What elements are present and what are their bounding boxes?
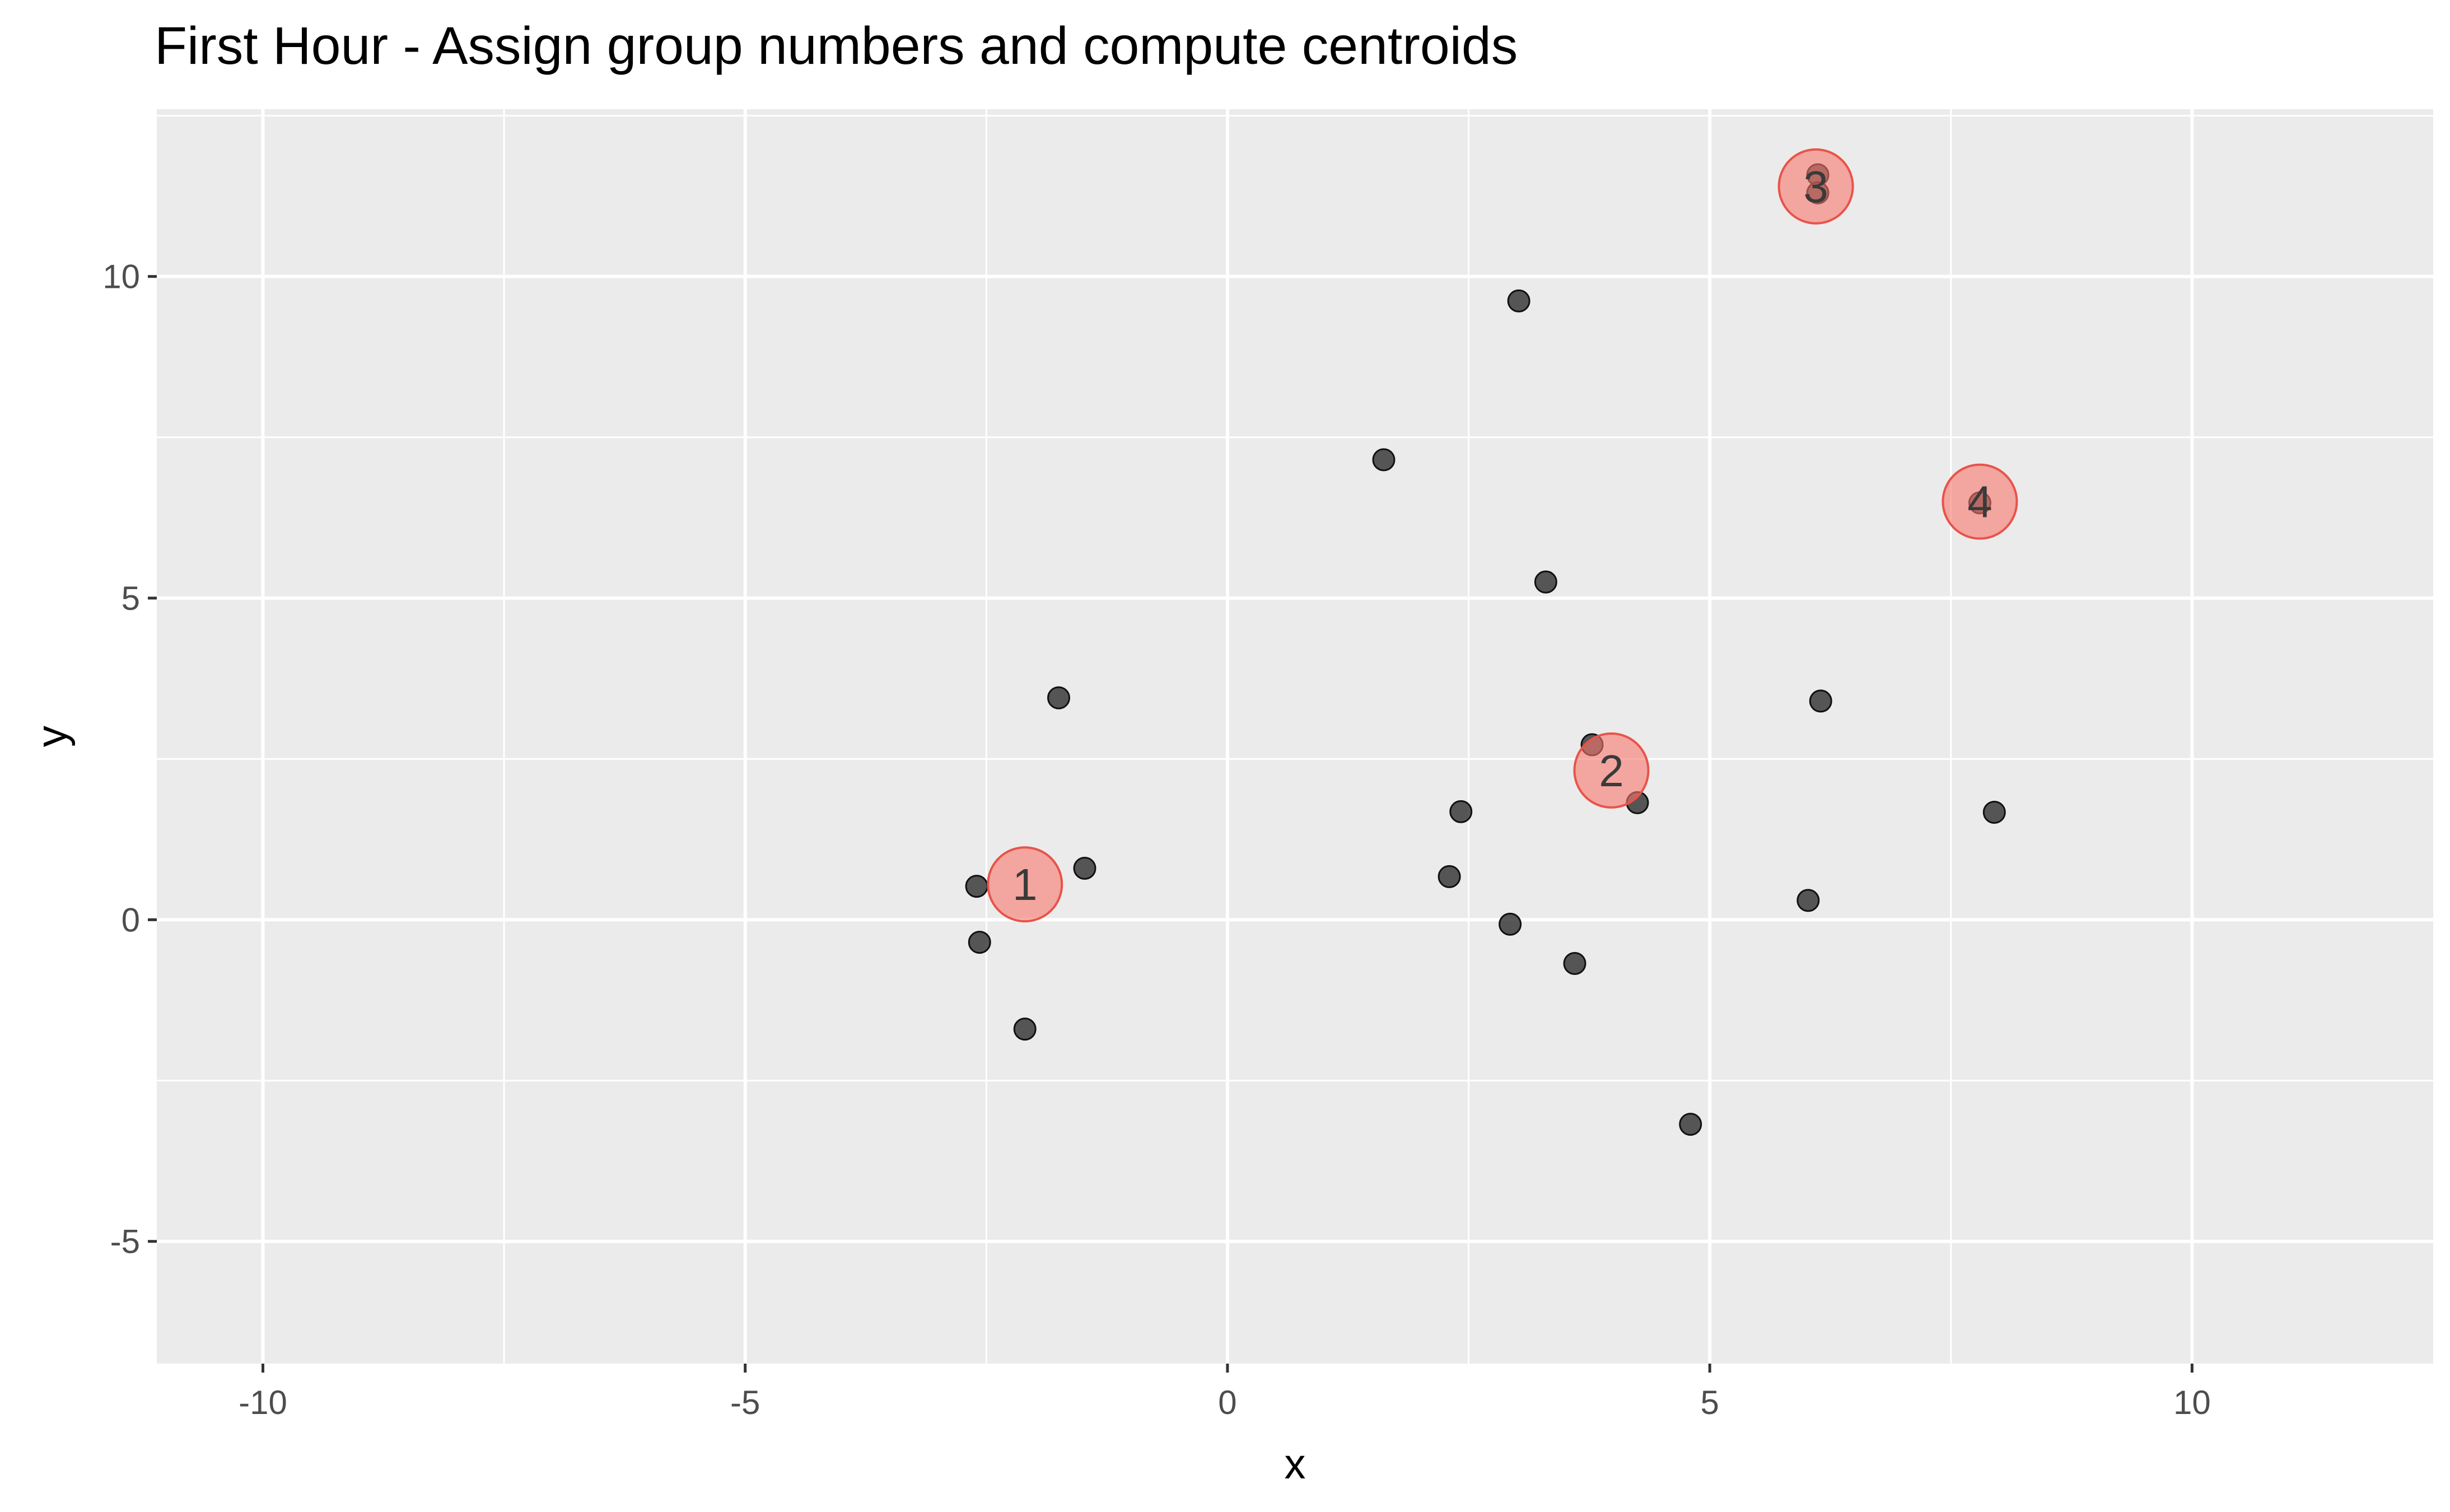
data-point: [1013, 1018, 1037, 1041]
data-point: [1507, 289, 1530, 312]
axis-ticks: [148, 275, 2194, 1373]
y-tick-labels: -5 0 5 10: [102, 258, 140, 1261]
x-tick-label: 0: [1218, 1384, 1236, 1421]
grid-major: [157, 109, 2433, 1364]
data-point: [1796, 889, 1820, 912]
data-point: [968, 931, 991, 954]
data-point: [1534, 570, 1557, 594]
x-tick-label: 10: [2173, 1384, 2211, 1421]
data-point: [1372, 448, 1396, 472]
y-tick-label: 5: [122, 580, 140, 617]
x-tick-labels: -10 -5 0 5 10: [239, 1384, 2211, 1421]
data-point: [1679, 1113, 1702, 1136]
centroids: 1 2 3 4: [987, 148, 2018, 923]
centroid-label: 1: [1012, 860, 1038, 909]
data-point: [1809, 689, 1832, 713]
data-point: [1073, 856, 1096, 880]
centroid-label: 3: [1803, 162, 1828, 212]
x-tick-label: -5: [730, 1384, 760, 1421]
centroid-marker: [987, 846, 1063, 923]
y-tick-label: -5: [110, 1223, 140, 1261]
data-point: [1438, 865, 1461, 888]
centroid-label: 2: [1599, 746, 1624, 796]
data-point: [1499, 912, 1522, 936]
y-tick-label: 10: [102, 258, 140, 296]
x-tick-label: -10: [239, 1384, 287, 1421]
data-point: [965, 875, 988, 898]
plot-background: [157, 109, 2433, 1364]
data-point: [1982, 801, 2006, 824]
centroid-label: 4: [1967, 477, 1992, 527]
y-tick-label: 0: [122, 901, 140, 939]
centroid-marker: [1942, 463, 2018, 540]
data-point: [1449, 800, 1473, 823]
x-axis-title: x: [1285, 1440, 1306, 1488]
centroid-marker: [1573, 732, 1650, 809]
chart-title: First Hour - Assign group numbers and co…: [155, 16, 1518, 76]
x-tick-label: 5: [1700, 1384, 1719, 1421]
data-point: [1563, 951, 1586, 975]
data-point: [1047, 686, 1070, 710]
y-axis-title: y: [28, 726, 76, 747]
centroid-marker: [1777, 148, 1854, 225]
grid-minor: [157, 109, 2433, 1364]
